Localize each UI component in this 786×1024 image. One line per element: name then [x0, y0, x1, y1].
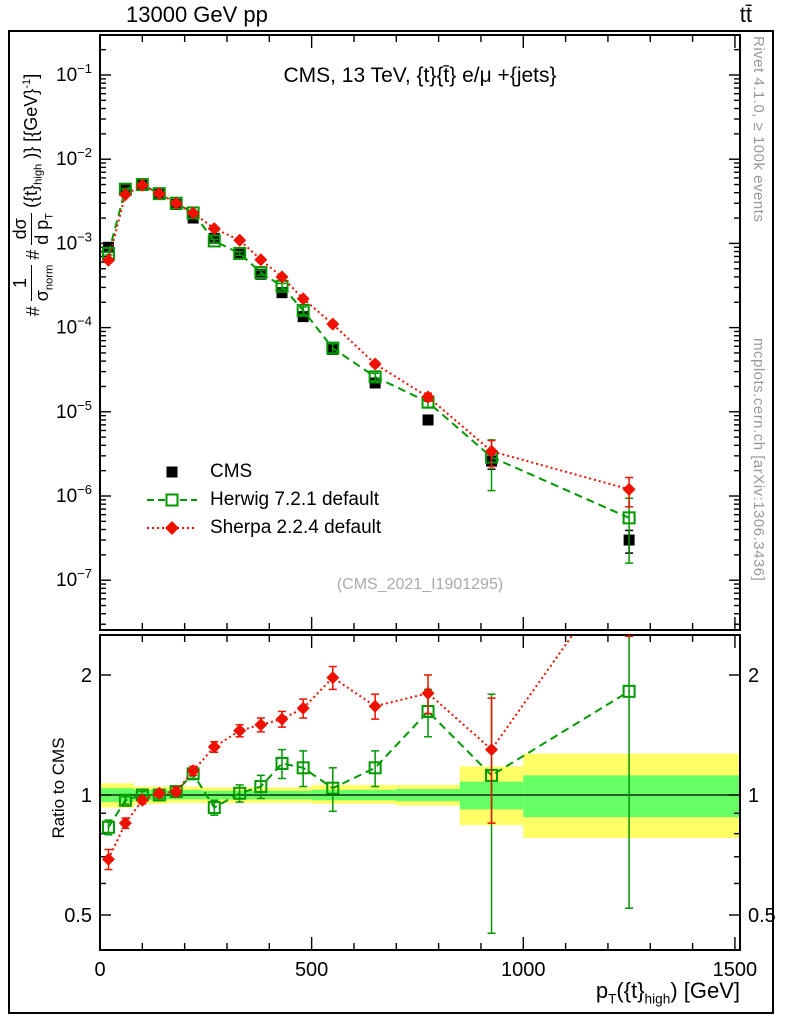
svg-text:0: 0 [94, 959, 105, 981]
legend-label-herwig: Herwig 7.2.1 default [210, 489, 379, 510]
process-label: tt̄ [739, 2, 752, 27]
legend-item-herwig: Herwig 7.2.1 default [146, 486, 381, 514]
analysis-id-watermark: (CMS_2021_I1901295) [336, 576, 504, 593]
svg-text:10−5: 10−5 [56, 398, 92, 423]
ratio-series [101, 635, 636, 935]
svg-text:10−4: 10−4 [56, 314, 92, 339]
rivet-version-note: Rivet 4.1.0, ≥ 100k events [750, 36, 767, 223]
main-panel-frame [99, 34, 741, 631]
legend-label-cms: CMS [210, 461, 253, 482]
figure-border [8, 30, 774, 1014]
svg-text:1000: 1000 [501, 959, 546, 981]
herwig-marker-icon [147, 493, 197, 507]
svg-text:1: 1 [748, 785, 759, 807]
uncertainty-bands [100, 753, 740, 839]
svg-text:2: 2 [81, 665, 92, 687]
ylabel-tail: ({t}high )} [{GeV}-1] [21, 73, 45, 208]
ylabel-fraction-dsigma: dσ d pT [10, 212, 56, 245]
ratio-y-axis-label: Ratio to CMS [49, 737, 68, 839]
svg-text:10−1: 10−1 [56, 61, 92, 86]
x-axis-label: pT({t}high) [GeV] [595, 978, 740, 1007]
svg-text:1500: 1500 [713, 959, 758, 981]
svg-text:10−6: 10−6 [56, 482, 92, 507]
legend-item-sherpa: Sherpa 2.2.4 default [146, 514, 381, 542]
ylabel-hash2: # [22, 249, 43, 260]
mcplots-reference-note: mcplots.cern.ch [arXiv:1306.3436] [750, 338, 767, 582]
legend: CMS Herwig 7.2.1 default Sherpa 2.2.4 de… [146, 458, 381, 542]
legend-item-cms: CMS [146, 458, 381, 486]
legend-label-sherpa: Sherpa 2.2.4 default [210, 517, 382, 538]
svg-text:1: 1 [81, 785, 92, 807]
svg-text:500: 500 [295, 959, 328, 981]
plot-title: CMS, 13 TeV, {t}{t̄} e/μ +{jets} [283, 64, 557, 87]
main-series [101, 178, 636, 564]
axis-ticks [99, 35, 740, 950]
beam-energy-label: 13000 GeV pp [126, 2, 268, 27]
cms-marker-icon [166, 466, 178, 478]
svg-text:10−2: 10−2 [56, 145, 92, 170]
sherpa-marker-icon [147, 521, 197, 535]
svg-text:10−3: 10−3 [56, 229, 92, 254]
svg-text:0.5: 0.5 [64, 905, 92, 927]
tick-labels: 10−1 10−2 10−3 10−4 10−5 10−6 10−7 0.5 0.5 1 1 2 2 0 5… [56, 61, 776, 981]
svg-text:0.5: 0.5 [748, 905, 776, 927]
y-axis-label: # 1 σnorm # dσ d pT ({t}high )} [{GeV}-1] [10, 30, 56, 360]
svg-text:2: 2 [748, 665, 759, 687]
ylabel-hash1: # [22, 306, 43, 317]
ylabel-fraction-norm: 1 σnorm [10, 264, 56, 302]
svg-text:10−7: 10−7 [56, 566, 92, 591]
ratio-panel-frame [99, 634, 741, 951]
